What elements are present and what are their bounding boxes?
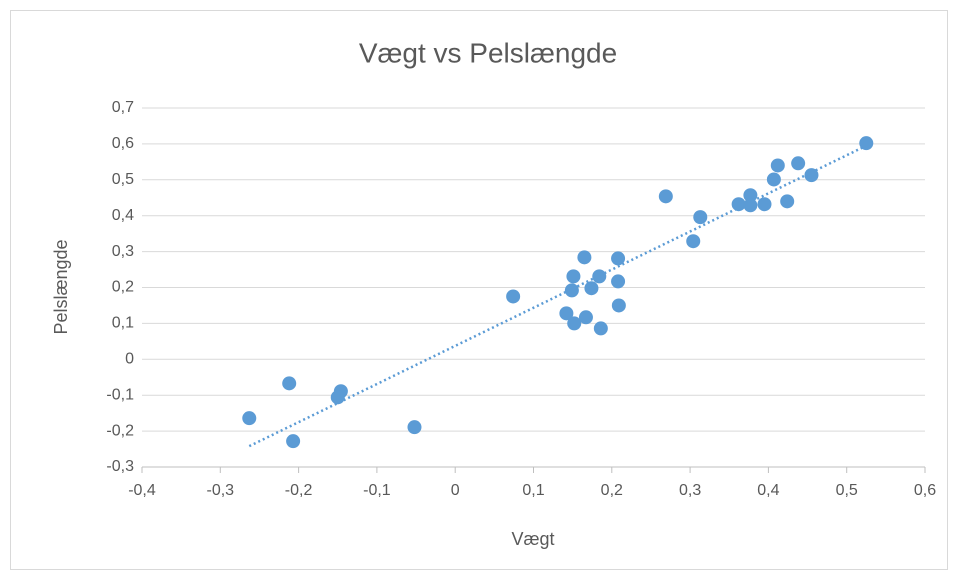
x-tick-label: -0,3 (207, 482, 235, 499)
data-point (611, 251, 626, 266)
chart-frame (10, 10, 948, 570)
y-tick-label: 0,3 (112, 243, 134, 260)
y-tick-label: 0,1 (112, 315, 134, 332)
y-tick-label: 0,6 (112, 135, 134, 152)
chart-title: Vægt vs Pelslængde (359, 37, 617, 68)
data-point (693, 210, 708, 225)
data-point (611, 274, 626, 289)
data-point (731, 197, 746, 212)
data-point (658, 189, 673, 204)
x-tick-label: 0,2 (601, 482, 623, 499)
data-point (766, 172, 781, 187)
data-point (567, 316, 582, 331)
data-point (757, 197, 772, 212)
data-point (407, 420, 422, 435)
data-point (611, 298, 626, 313)
y-tick-label: -0,2 (106, 422, 134, 439)
y-tick-label: -0,1 (106, 386, 134, 403)
y-tick-label: -0,3 (106, 458, 134, 475)
x-tick-label: -0,1 (363, 482, 391, 499)
y-tick-label: 0,2 (112, 279, 134, 296)
y-axis-label: Pelslængde (51, 239, 71, 334)
data-point (804, 168, 819, 183)
x-tick-label: 0 (451, 482, 460, 499)
data-point (330, 390, 345, 405)
data-point (577, 250, 592, 265)
x-axis-label: Vægt (511, 529, 554, 549)
trendline (248, 144, 867, 448)
x-tick-label: 0,4 (757, 482, 779, 499)
data-point (282, 376, 297, 391)
data-point (566, 269, 581, 284)
data-point (743, 188, 758, 203)
data-point (286, 434, 301, 449)
x-tick-label: -0,2 (285, 482, 313, 499)
data-point (564, 283, 579, 298)
x-tick-label: 0,5 (836, 482, 858, 499)
data-point (242, 411, 257, 426)
data-point (506, 289, 521, 304)
x-tick-label: 0,6 (914, 482, 936, 499)
data-point (559, 306, 574, 321)
data-point (780, 194, 795, 209)
data-point (584, 281, 599, 296)
x-tick-label: 0,1 (522, 482, 544, 499)
x-tick-label: -0,4 (128, 482, 156, 499)
data-point (859, 136, 874, 151)
data-point (578, 310, 593, 325)
x-tick-label: 0,3 (679, 482, 701, 499)
data-point (686, 234, 701, 249)
data-point (791, 156, 806, 171)
data-point (593, 321, 608, 336)
y-tick-label: 0,4 (112, 207, 134, 224)
data-point (592, 269, 607, 284)
y-tick-label: 0,7 (112, 99, 134, 116)
y-tick-label: 0 (125, 351, 134, 368)
data-point (743, 198, 758, 213)
data-point (770, 158, 785, 173)
y-tick-label: 0,5 (112, 171, 134, 188)
